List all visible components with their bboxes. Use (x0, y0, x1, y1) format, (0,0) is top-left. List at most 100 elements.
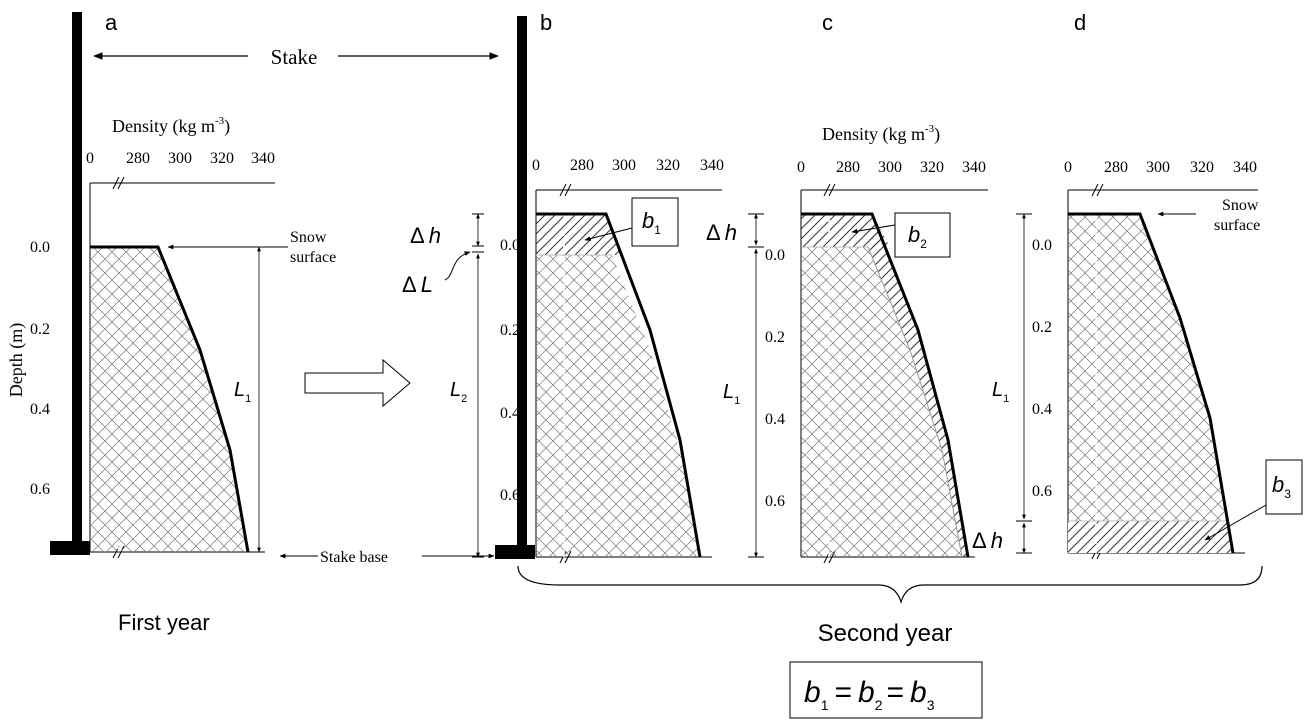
stake-base-b (495, 545, 535, 559)
panel-letter-c: c (822, 10, 833, 35)
L1-label-c: L1 (723, 381, 740, 407)
density-curve-b (536, 212, 702, 558)
stake-a (72, 12, 82, 552)
b3-arrow (1204, 504, 1267, 541)
density-label-a: Density (kg m-3) (112, 115, 230, 137)
axis-break-top-a (112, 176, 125, 190)
depth-tick: 0.2 (765, 329, 785, 346)
depth-tick: 0.4 (1032, 401, 1052, 418)
depth-tick: 0.0 (30, 239, 50, 256)
b2-arrow (851, 224, 896, 234)
equation: b1 = b2 = b3 (804, 676, 935, 713)
depth-ticks-a: 0.0 0.2 0.4 0.6 (30, 239, 50, 498)
second-year-brace (517, 565, 1263, 605)
density-tick: 300 (878, 159, 902, 176)
density-tick: 0 (532, 157, 540, 174)
density-profile-c (801, 247, 962, 557)
L1-label-d: L1 (992, 379, 1009, 405)
density-tick: 280 (836, 159, 860, 176)
panel-letter-b: b (540, 10, 552, 35)
panel-c: c Density (kg m-3) 0 280 300 320 340 0.0… (706, 10, 988, 564)
new-layer-b (536, 214, 622, 255)
panel-letter-a: a (105, 10, 118, 35)
L1-label-a: L1 (234, 379, 251, 405)
density-tick: 340 (1233, 159, 1257, 176)
panel-a: a Stake Density (kg m-3) 0 280 300 320 3… (6, 10, 499, 635)
stake-base-label: Stake base (320, 549, 388, 566)
depth-tick: 0.2 (30, 321, 50, 338)
L2-label-b: L2 (450, 379, 467, 405)
density-profile-a (90, 247, 248, 552)
density-tick: 340 (962, 159, 986, 176)
depth-tick: 0.0 (765, 247, 785, 264)
density-tick: 320 (656, 157, 680, 174)
density-tick: 320 (210, 150, 234, 167)
density-tick: 280 (126, 150, 150, 167)
density-curve-c (801, 212, 970, 558)
panel-letter-d: d (1074, 10, 1086, 35)
densification-strip-c (868, 214, 968, 557)
depth-axis-label: Depth (m) (6, 323, 27, 397)
density-ticks-b: 0 280 300 320 340 (532, 157, 724, 174)
depth-tick: 0.2 (1032, 319, 1052, 336)
dL-arrow-b (444, 251, 471, 281)
stake-base-a (50, 541, 90, 555)
depth-tick: 0.6 (30, 481, 50, 498)
depth-tick: 0.2 (500, 322, 520, 339)
depth-tick: 0.6 (500, 487, 520, 504)
depth-ticks-b: 0.0 0.2 0.4 0.6 (500, 237, 520, 504)
b1-label: b1 (642, 208, 661, 237)
depth-ticks-d: 0.0 0.2 0.4 0.6 (1032, 237, 1052, 500)
density-tick: 0 (86, 150, 94, 167)
density-profile-d (1068, 214, 1233, 553)
b2-label: b2 (908, 222, 927, 251)
depth-ticks-c: 0.0 0.2 0.4 0.6 (765, 247, 785, 510)
density-tick: 0 (1064, 159, 1072, 176)
depth-tick: 0.0 (1032, 237, 1052, 254)
density-tick: 280 (570, 157, 594, 174)
density-tick: 320 (920, 159, 944, 176)
panel-d: d 0 280 300 320 340 0.0 0.2 0.4 0.6 (972, 10, 1303, 560)
density-profile-b (536, 255, 700, 557)
transition-arrow (304, 358, 411, 408)
depth-tick: 0.6 (765, 493, 785, 510)
equation-box (789, 661, 983, 719)
density-tick: 300 (1146, 159, 1170, 176)
depth-tick: 0.6 (1032, 483, 1052, 500)
depth-tick: 0.4 (765, 411, 785, 428)
density-tick: 300 (612, 157, 636, 174)
density-tick: 0 (797, 159, 805, 176)
bottom-layer-hatch-d (1068, 521, 1233, 553)
density-tick: 340 (700, 157, 724, 174)
density-curve-a (90, 245, 250, 553)
density-curve-d (1068, 212, 1235, 554)
density-tick: 300 (168, 150, 192, 167)
b1-arrow (584, 227, 633, 241)
old-curve-c (867, 246, 963, 558)
density-tick: 320 (1190, 159, 1214, 176)
density-ticks-a: 0 280 300 320 340 (86, 150, 275, 167)
stake-label: Stake (271, 45, 318, 69)
b3-label: b3 (1272, 472, 1291, 501)
depth-tick: 0.4 (30, 401, 50, 418)
density-label-c: Density (kg m-3) (822, 123, 940, 145)
density-ticks-c: 0 280 300 320 340 (797, 159, 986, 176)
b2-box (894, 212, 951, 258)
density-tick: 280 (1104, 159, 1128, 176)
density-ticks-d: 0 280 300 320 340 (1064, 159, 1257, 176)
new-layer-c (801, 214, 890, 247)
snow-surface-label-d: Snow surface (1214, 197, 1262, 234)
depth-tick: 0.4 (500, 405, 520, 422)
panel-b: b 0 280 300 320 340 0.0 0.2 0.4 0.6 (402, 10, 724, 564)
stake-b (517, 16, 527, 556)
first-year-label: First year (118, 610, 210, 635)
second-year-label: Second year (818, 620, 953, 647)
snow-surface-label-a: Snow surface (290, 229, 336, 266)
b1-box (631, 197, 679, 247)
density-tick: 340 (251, 150, 275, 167)
b3-box (1265, 459, 1303, 515)
